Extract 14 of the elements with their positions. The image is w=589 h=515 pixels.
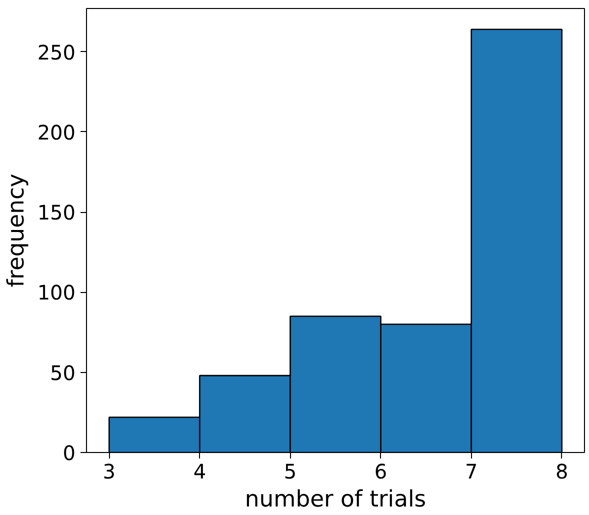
x-tick-label: 8 xyxy=(556,460,568,484)
x-tick-label: 6 xyxy=(374,460,388,484)
y-axis-title: frequency xyxy=(3,174,30,288)
y-tick-label: 50 xyxy=(50,360,76,385)
y-tick-label: 150 xyxy=(37,200,76,225)
y-tick-label: 250 xyxy=(37,40,76,64)
x-axis-title: number of trials xyxy=(244,486,426,512)
x-tick-label: 5 xyxy=(284,460,297,484)
y-tick-label: 200 xyxy=(37,120,76,144)
y-tick-label: 100 xyxy=(37,280,76,305)
y-tick-label: 0 xyxy=(62,441,76,465)
x-tick-label: 4 xyxy=(193,460,206,484)
x-tick-label: 7 xyxy=(464,460,478,484)
x-tick-label: 3 xyxy=(102,460,116,484)
